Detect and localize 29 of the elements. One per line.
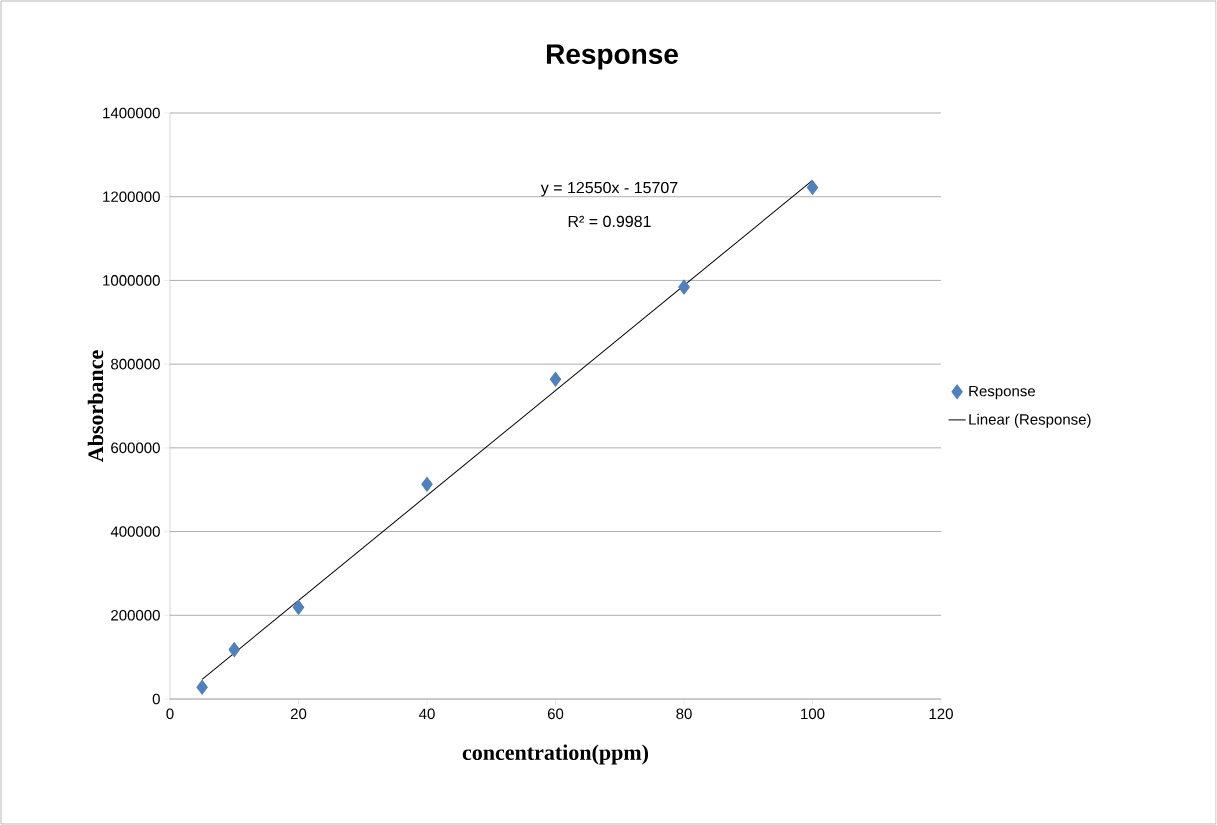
x-tick-label: 60 xyxy=(547,708,564,720)
point xyxy=(806,180,819,195)
point xyxy=(549,371,562,387)
y-tick-label: 1200000 xyxy=(103,191,160,203)
x-axis-title: concentration(ppm) xyxy=(462,744,649,765)
point xyxy=(678,279,690,295)
y-tick-label: 1400000 xyxy=(103,107,160,119)
x-tick-label: 100 xyxy=(801,708,825,720)
point xyxy=(196,679,208,695)
x-tick-label: 40 xyxy=(419,708,435,720)
chart-title: Response xyxy=(546,44,678,70)
y-tick-label: 0 xyxy=(152,693,160,705)
point xyxy=(292,599,305,615)
legend-label: Response xyxy=(969,385,1035,400)
y-tick-label: 200000 xyxy=(111,609,160,621)
point xyxy=(228,642,240,658)
x-tick-label: 20 xyxy=(290,708,307,720)
y-tick-label: 400000 xyxy=(110,526,160,537)
legend-label: Linear (Response) xyxy=(969,413,1091,428)
x-tick-label: 120 xyxy=(929,708,953,720)
y-axis-title: Absorbance xyxy=(87,350,104,462)
annotation: y = 12550x - 15707 xyxy=(540,181,678,197)
y-tick-label: 1000000 xyxy=(103,275,160,286)
x-tick-label: 0 xyxy=(166,708,174,720)
point xyxy=(421,476,433,492)
y-tick-label: 600000 xyxy=(111,442,160,454)
y-tick-label: 800000 xyxy=(111,358,160,370)
x-tick-label: 80 xyxy=(676,708,692,720)
annotation: R² = 0.9981 xyxy=(568,215,651,228)
